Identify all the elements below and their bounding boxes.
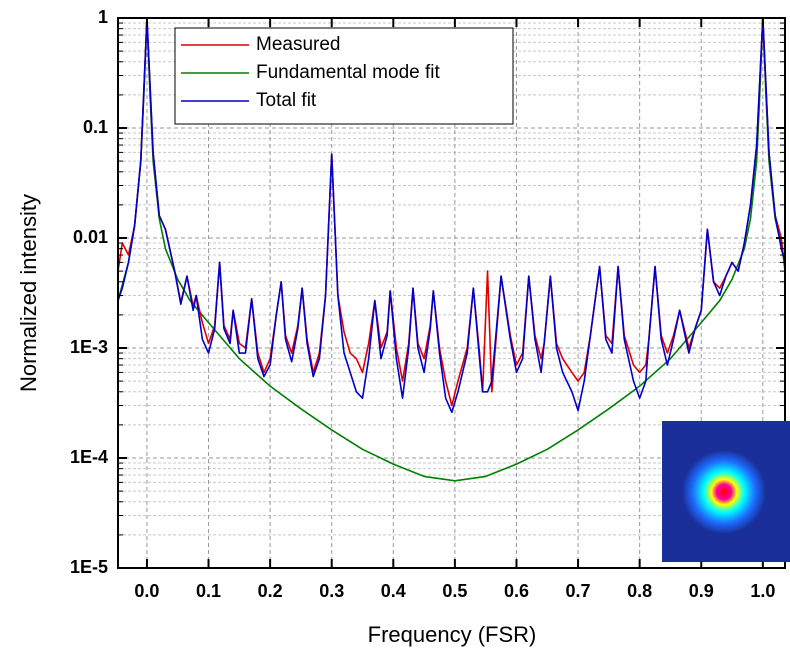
x-tick-label: 0.5 (442, 581, 467, 601)
legend-label: Measured (256, 34, 341, 55)
legend-box (174, 27, 514, 125)
x-tick-label: 0.8 (627, 581, 652, 601)
inset-spot (682, 450, 766, 534)
y-tick-label: 1E-5 (70, 557, 108, 577)
x-axis-label: Frequency (FSR) (368, 622, 537, 647)
x-tick-label: 0.0 (134, 581, 159, 601)
y-tick-label: 1E-4 (70, 447, 108, 467)
x-tick-label: 0.6 (504, 581, 529, 601)
data-line (118, 18, 785, 414)
inset-image (662, 421, 790, 562)
x-tick-label: 0.4 (381, 581, 406, 601)
y-tick-label: 1E-3 (70, 337, 108, 357)
y-tick-label: 0.01 (73, 227, 108, 247)
x-tick-label: 0.1 (196, 581, 221, 601)
y-tick-label: 0.1 (83, 117, 108, 137)
legend: Measured Fundamental mode fit Total fit (174, 27, 514, 125)
x-tick-label: 0.7 (566, 581, 591, 601)
legend-label: Total fit (256, 90, 317, 111)
x-tick-label: 0.2 (258, 581, 283, 601)
x-tick-label: 0.3 (319, 581, 344, 601)
y-axis-label: Normalized intensity (16, 194, 41, 392)
x-tick-label: 0.9 (689, 581, 714, 601)
plot-frame (117, 17, 786, 569)
legend-label: Fundamental mode fit (256, 62, 440, 83)
x-tick-label: 1.0 (750, 581, 775, 601)
y-tick-label: 1 (98, 7, 108, 27)
